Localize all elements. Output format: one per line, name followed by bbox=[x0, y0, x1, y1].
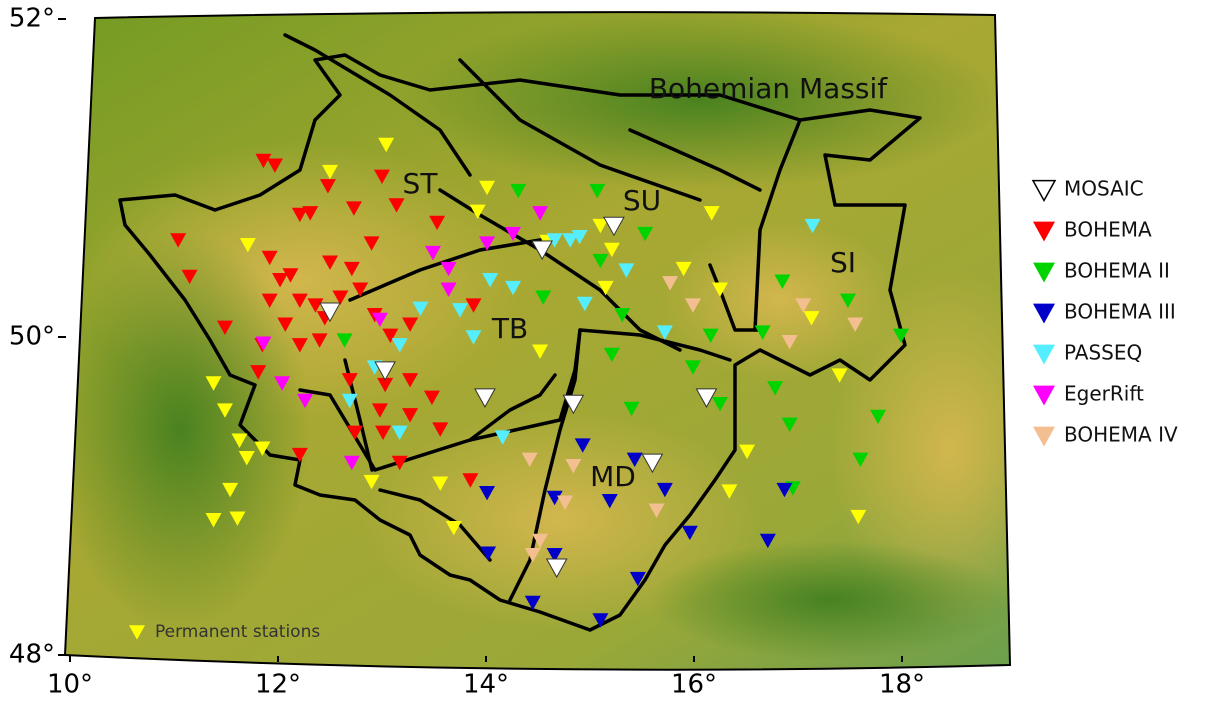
region-label: ST bbox=[403, 167, 439, 200]
legend-swatch bbox=[1033, 427, 1055, 447]
region-label: Bohemian Massif bbox=[649, 72, 888, 105]
legend-label: BOHEMA bbox=[1064, 218, 1152, 242]
legend-label: BOHEMA III bbox=[1064, 300, 1176, 324]
x-tick-label: 18° bbox=[879, 670, 925, 700]
legend-label: BOHEMA II bbox=[1064, 259, 1170, 283]
legend-swatch bbox=[1033, 181, 1055, 201]
legend-swatch bbox=[1033, 222, 1055, 242]
legend-swatch bbox=[1033, 345, 1055, 365]
legend-swatch bbox=[1033, 263, 1055, 283]
y-tick-label: 48° bbox=[9, 640, 55, 670]
region-label: SU bbox=[623, 184, 661, 217]
legend-swatch bbox=[1033, 304, 1055, 324]
legend-swatch bbox=[1033, 386, 1055, 406]
legend-label: BOHEMA IV bbox=[1064, 423, 1178, 447]
x-tick-label: 14° bbox=[463, 670, 509, 700]
region-label: TB bbox=[491, 312, 528, 345]
y-tick-label: 50° bbox=[9, 322, 55, 352]
x-tick-label: 16° bbox=[671, 670, 717, 700]
map: Bohemian Massif ST SU TB SI MD 10° 12° 14°… bbox=[0, 0, 1230, 702]
region-label: SI bbox=[830, 246, 856, 279]
legend-label: EgerRift bbox=[1064, 382, 1144, 406]
y-tick-label: 52° bbox=[9, 4, 55, 34]
x-tick-label: 10° bbox=[47, 670, 93, 700]
region-label: MD bbox=[590, 460, 636, 493]
legend-label: PASSEQ bbox=[1064, 341, 1142, 365]
legend-label: Permanent stations bbox=[155, 622, 320, 642]
legend-label: MOSAIC bbox=[1064, 177, 1144, 201]
x-tick-label: 12° bbox=[255, 670, 301, 700]
